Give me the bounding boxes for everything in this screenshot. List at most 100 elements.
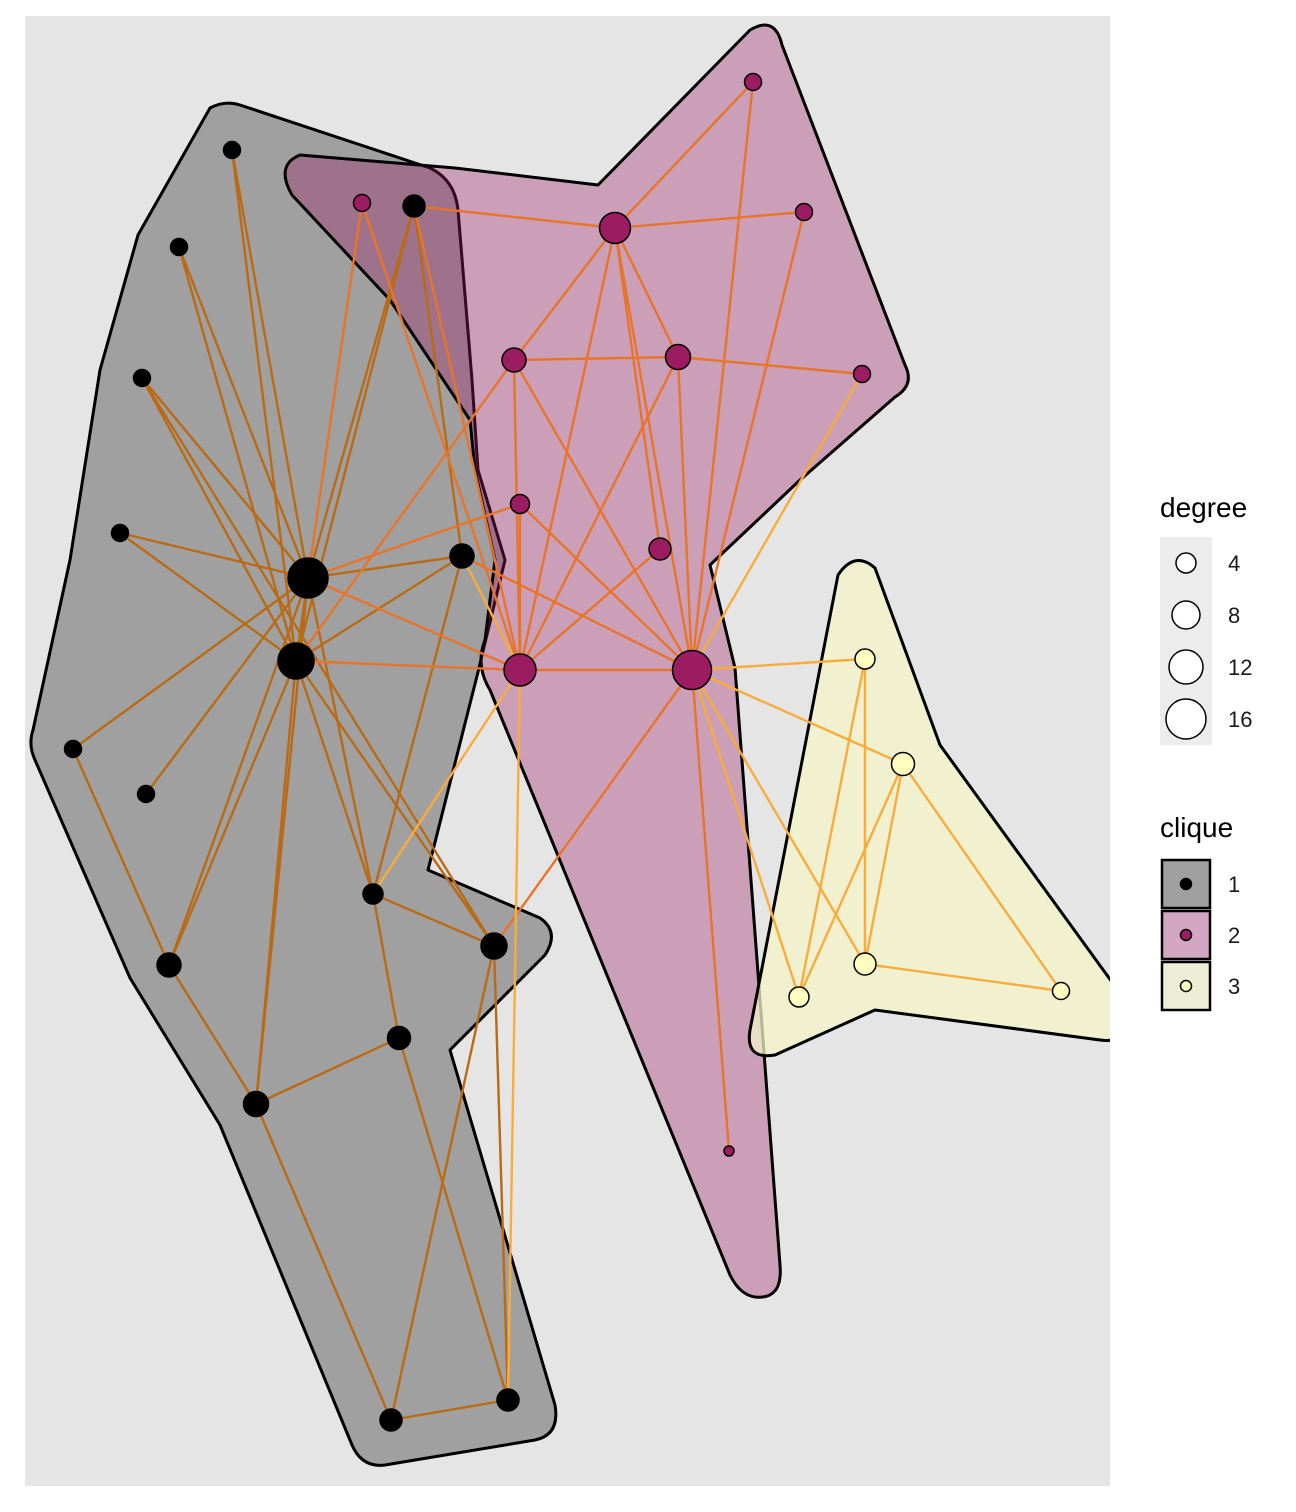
edge — [167, 660, 298, 966]
node-clique-1[interactable] — [496, 1388, 520, 1412]
node-clique-2[interactable] — [794, 202, 814, 222]
edge — [294, 660, 375, 895]
node-clique-1[interactable] — [222, 140, 242, 160]
node-clique-2[interactable] — [509, 493, 531, 515]
node-clique-1[interactable] — [136, 784, 156, 804]
edge — [797, 763, 905, 998]
edge — [691, 657, 866, 672]
node-clique-2[interactable] — [852, 364, 872, 384]
node-clique-1[interactable] — [386, 1025, 412, 1051]
edge — [691, 668, 904, 766]
node-clique-2[interactable] — [723, 1145, 735, 1157]
edge — [613, 227, 662, 550]
node-clique-2[interactable] — [743, 72, 763, 92]
edge — [306, 202, 364, 579]
edge — [493, 669, 693, 947]
node-clique-2[interactable] — [671, 649, 713, 691]
node-clique-2[interactable] — [501, 347, 527, 373]
edge — [412, 205, 522, 671]
edge — [371, 669, 522, 895]
edge — [513, 355, 679, 362]
node-clique-2[interactable] — [648, 537, 672, 561]
legend-degree-key — [1165, 698, 1207, 740]
node-clique-2[interactable] — [598, 211, 632, 245]
edge — [119, 531, 309, 580]
edge — [390, 1398, 509, 1422]
edge — [397, 1037, 510, 1401]
node-clique-1[interactable] — [287, 557, 329, 599]
edge — [863, 763, 905, 965]
edge — [255, 1036, 400, 1106]
node-clique-1[interactable] — [242, 1090, 270, 1118]
edge — [902, 763, 1062, 992]
edge — [119, 532, 297, 662]
legend-clique: clique 1 2 3 — [1160, 812, 1240, 1012]
legend-clique-label: 3 — [1228, 974, 1240, 999]
node-clique-2[interactable] — [664, 343, 692, 371]
node-clique-1[interactable] — [63, 739, 83, 759]
edge — [690, 373, 864, 671]
edge — [295, 659, 521, 672]
edge — [230, 149, 298, 662]
legend-clique-dot-2 — [1179, 928, 1193, 942]
node-clique-1[interactable] — [132, 368, 152, 388]
node-clique-3[interactable] — [788, 986, 810, 1008]
edge — [690, 669, 731, 1152]
node-clique-3[interactable] — [853, 952, 877, 976]
edge — [140, 377, 298, 662]
edge — [506, 669, 522, 1401]
nodes — [63, 72, 1071, 1432]
node-clique-1[interactable] — [110, 523, 130, 543]
edge — [613, 227, 694, 671]
node-clique-1[interactable] — [277, 642, 315, 680]
legend-degree-key — [1171, 600, 1201, 630]
node-clique-2[interactable] — [503, 653, 537, 687]
node-clique-1[interactable] — [449, 543, 475, 569]
node-clique-1[interactable] — [480, 932, 508, 960]
edge — [864, 962, 1062, 993]
hull-clique-2 — [283, 23, 910, 1299]
edge — [461, 554, 693, 672]
node-clique-1[interactable] — [156, 952, 182, 978]
edge — [295, 660, 495, 947]
node-clique-3[interactable] — [1051, 981, 1071, 1001]
edge — [519, 503, 693, 671]
edge — [518, 227, 617, 671]
legend-clique-dot-3 — [1179, 979, 1193, 993]
legend-clique-dot-1 — [1179, 877, 1193, 891]
node-clique-1[interactable] — [402, 194, 426, 218]
node-clique-3[interactable] — [890, 751, 916, 777]
edge — [230, 149, 310, 579]
edge — [71, 748, 171, 966]
edge — [512, 359, 694, 671]
legend-degree-key — [1168, 649, 1204, 685]
edge — [360, 202, 522, 671]
edge — [412, 205, 464, 557]
edge — [254, 660, 298, 1105]
edge — [177, 246, 298, 662]
edge — [372, 892, 495, 948]
edge — [167, 577, 310, 966]
node-clique-1[interactable] — [362, 883, 384, 905]
legend-degree-title: degree — [1160, 492, 1247, 523]
edge — [413, 204, 616, 230]
node-clique-1[interactable] — [379, 1408, 403, 1432]
edge — [306, 205, 416, 579]
edge — [614, 81, 754, 229]
legend-degree-key — [1175, 552, 1197, 574]
legend-degree: degree 4 8 12 16 — [1160, 492, 1252, 745]
edge — [72, 577, 309, 750]
edges — [71, 81, 1062, 1422]
edge — [797, 658, 867, 998]
node-clique-3[interactable] — [854, 648, 876, 670]
edge — [690, 211, 806, 671]
legend-degree-label: 4 — [1228, 551, 1240, 576]
legend-clique-label: 1 — [1228, 872, 1240, 897]
edge — [492, 945, 510, 1401]
edge — [676, 356, 694, 671]
node-clique-1[interactable] — [169, 237, 189, 257]
node-clique-2[interactable] — [352, 193, 372, 213]
edge — [613, 227, 680, 358]
edge — [254, 1103, 393, 1421]
legend-clique-label: 2 — [1228, 923, 1240, 948]
